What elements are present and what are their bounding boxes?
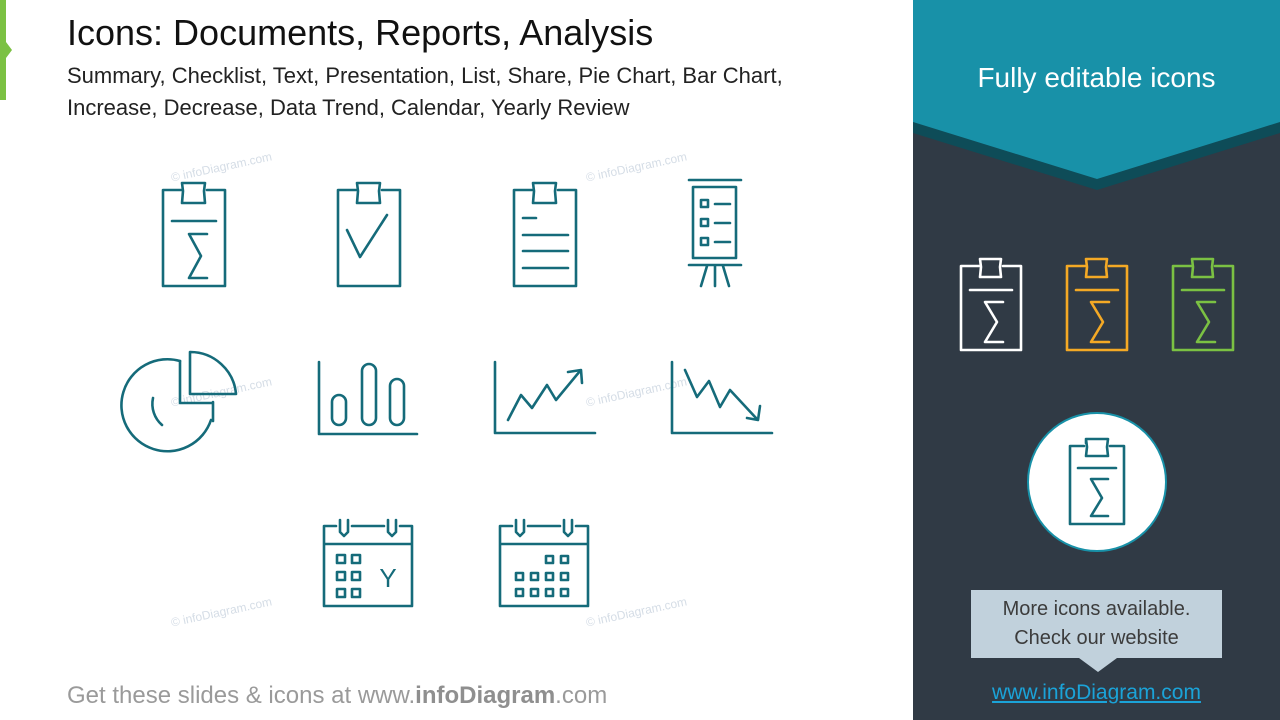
panel-title: Fully editable icons	[977, 62, 1216, 93]
accent-bar	[0, 0, 12, 100]
calendar-icon	[498, 518, 590, 608]
more-icons-callout: More icons available. Check our website	[971, 590, 1222, 672]
page-subtitle: Summary, Checklist, Text, Presentation, …	[67, 63, 783, 120]
callout-line: Check our website	[1014, 627, 1179, 649]
decrease-trend-icon	[670, 360, 774, 435]
checklist-clipboard-icon	[336, 181, 402, 288]
footer-brand: infoDiagram	[415, 682, 556, 709]
bar-chart-icon	[317, 360, 419, 436]
icon-circle	[1027, 412, 1167, 552]
summary-icon-green	[1171, 257, 1235, 352]
footer-text: Get these slides & icons at www.infoDiag…	[67, 682, 607, 710]
presentation-board-icon	[687, 178, 743, 288]
summary-clipboard-icon	[161, 181, 227, 288]
page-title: Icons: Documents, Reports, Analysis	[67, 12, 654, 53]
text-clipboard-icon	[512, 181, 578, 288]
banner	[913, 0, 1280, 179]
callout-line: More icons available.	[1002, 598, 1191, 620]
summary-icon-orange	[1065, 257, 1129, 352]
calendar-letter: Y	[379, 563, 396, 593]
increase-trend-icon	[493, 360, 597, 435]
summary-icon-white	[959, 257, 1023, 352]
pie-chart-icon	[120, 350, 238, 453]
summary-icon-circle	[1068, 437, 1126, 526]
footer-suffix: .com	[555, 682, 608, 709]
website-link[interactable]: www.infoDiagram.com	[992, 681, 1201, 704]
footer-prefix: Get these slides & icons at www.	[67, 682, 416, 709]
side-panel: Fully editable icons More icons availabl…	[913, 0, 1280, 720]
yearly-calendar-icon	[322, 518, 414, 608]
